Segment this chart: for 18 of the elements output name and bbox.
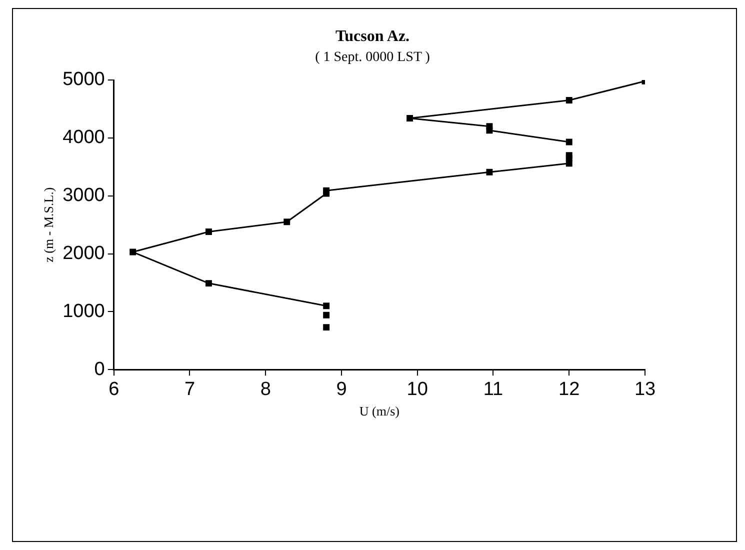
x-tick-label: 7 [184, 379, 196, 400]
chart-title: Tucson Az. [334, 28, 411, 46]
x-tick-label: 8 [260, 379, 271, 400]
x-tick-label: 13 [634, 379, 656, 400]
y-tick-label: 3000 [62, 185, 105, 206]
chart-subtitle: ( 1 Sept. 0000 LST ) [314, 50, 431, 66]
y-tick-label: 5000 [62, 69, 105, 90]
x-tick-label: 12 [558, 379, 580, 400]
y-tick-label: 2000 [62, 242, 105, 264]
y-tick-label: 0 [94, 358, 105, 380]
y-tick-label: 1000 [62, 300, 105, 322]
y-axis-title: z (m - M.S.L.) [41, 187, 56, 262]
y-tick-label: 4000 [62, 127, 105, 148]
x-axis-title: U (m/s) [359, 404, 400, 419]
x-tick-label: 11 [483, 379, 504, 400]
x-tick-label: 6 [108, 379, 120, 400]
x-tick-label: 10 [406, 379, 428, 400]
x-tick-label: 9 [336, 379, 347, 400]
